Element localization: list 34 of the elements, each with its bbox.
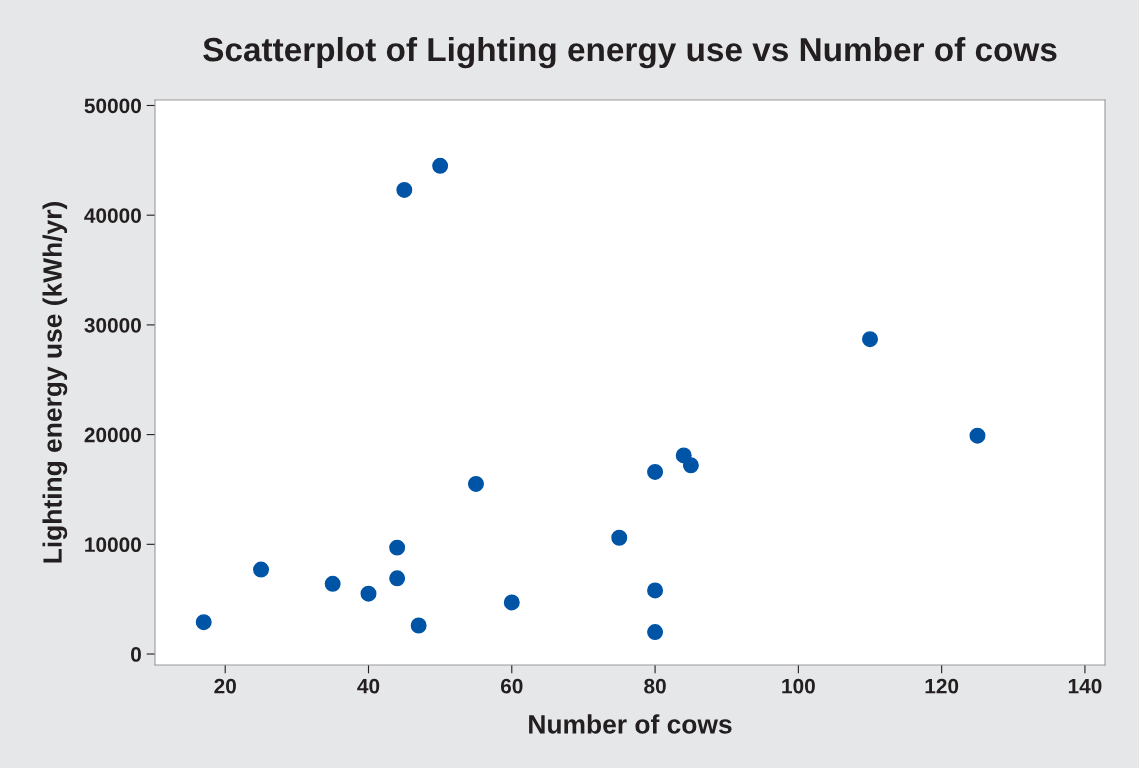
point	[647, 624, 664, 641]
point	[389, 570, 406, 587]
point	[682, 457, 699, 474]
point	[396, 181, 413, 198]
x-tick-label: 60	[500, 678, 523, 694]
y-tick-label: 10000	[85, 537, 141, 553]
point	[253, 561, 270, 578]
y-tick-label: 50000	[84, 98, 141, 114]
point	[195, 614, 212, 631]
point	[647, 463, 664, 480]
y-tick-label: 20000	[84, 427, 141, 443]
x-tick-label: 100	[782, 678, 815, 694]
y-tick-label: 40000	[84, 208, 141, 223]
point	[862, 331, 878, 348]
point	[503, 594, 520, 611]
point	[324, 575, 341, 592]
x-tick-label: 140	[1068, 678, 1102, 694]
x-tick-label: 20	[214, 678, 236, 694]
point	[611, 529, 628, 546]
y-axis-title: Lighting energy use (kWh/yr)	[42, 202, 68, 563]
x-tick-label: 40	[357, 678, 380, 694]
y-tick-label: 0	[131, 647, 141, 662]
point	[389, 539, 406, 556]
chart-title: Scatterplot of Lighting energy use vs Number of cows	[203, 36, 1057, 69]
point	[410, 617, 427, 634]
x-axis-title: Number of cows	[529, 714, 732, 734]
point	[360, 585, 377, 602]
point	[647, 582, 664, 599]
point	[969, 427, 986, 444]
point	[432, 157, 449, 174]
point	[467, 476, 484, 492]
x-tick-label: 80	[644, 678, 666, 694]
x-tick-label: 120	[925, 678, 959, 694]
y-tick-label: 30000	[84, 317, 141, 333]
